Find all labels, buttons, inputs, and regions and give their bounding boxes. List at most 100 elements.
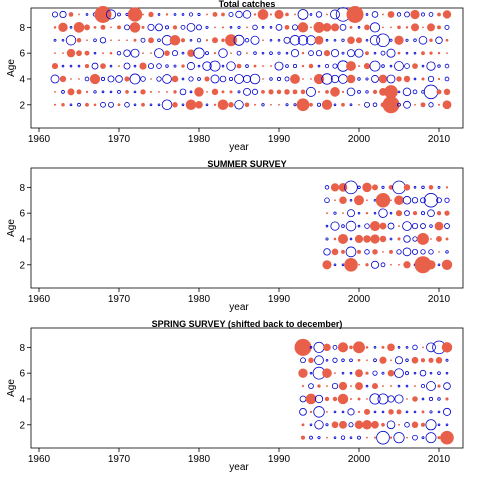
bubble-positive	[58, 22, 68, 33]
y-tick-label: 6	[19, 209, 25, 220]
bubble-negative	[365, 38, 369, 42]
bubble-negative	[123, 62, 131, 70]
plot-frame	[30, 7, 464, 129]
bubble-negative	[429, 410, 433, 414]
bubble-negative	[299, 408, 307, 416]
x-axis-label: year	[229, 462, 249, 473]
bubble-positive	[363, 235, 371, 243]
bubble-negative	[348, 422, 354, 428]
y-tick-label: 6	[19, 49, 25, 60]
bubble-negative	[347, 49, 355, 58]
bubble-positive	[390, 26, 392, 29]
bubble-positive	[440, 430, 454, 445]
bubble-negative	[252, 24, 258, 31]
bubble-negative	[161, 99, 173, 111]
bubble-negative	[330, 49, 340, 58]
bubble-negative	[413, 38, 417, 42]
bubble-negative	[197, 77, 201, 81]
bubble-positive	[262, 39, 264, 42]
bubble-positive	[301, 51, 305, 55]
bubble-negative	[396, 12, 402, 17]
bubble-positive	[125, 90, 129, 94]
bubble-positive	[341, 90, 345, 93]
bubble-negative	[261, 26, 265, 29]
bubble-negative	[249, 73, 261, 85]
bubble-positive	[133, 38, 137, 42]
bubble-positive	[382, 13, 384, 16]
bubble-positive	[76, 89, 82, 95]
bubble-positive	[350, 385, 352, 387]
bubble-positive	[62, 52, 64, 55]
bubble-positive	[148, 11, 154, 18]
bubble-negative	[109, 90, 113, 94]
bubble-negative	[235, 10, 243, 19]
bubble-negative	[425, 419, 437, 431]
bubble-positive	[389, 249, 393, 254]
bubble-positive	[270, 103, 272, 106]
bubble-negative	[117, 12, 121, 17]
bubble-positive	[346, 5, 364, 23]
bubble-negative	[371, 260, 379, 269]
bubble-positive	[387, 343, 395, 352]
bubble-positive	[278, 103, 280, 106]
x-tick-label: 1980	[188, 294, 211, 305]
bubble-negative	[218, 48, 228, 58]
bubble-positive	[397, 25, 401, 30]
bubble-positive	[262, 78, 264, 80]
bubble-positive	[322, 368, 332, 378]
bubble-negative	[420, 249, 426, 255]
bubble-positive	[53, 103, 57, 106]
bubble-negative	[323, 248, 331, 256]
bubble-positive	[206, 90, 208, 93]
bubble-negative	[331, 382, 339, 390]
bubble-positive	[397, 237, 401, 241]
bubble-negative	[228, 11, 234, 17]
bubble-negative	[173, 64, 177, 68]
bubble-positive	[347, 36, 355, 45]
x-axis-label: year	[229, 302, 249, 313]
bubble-positive	[310, 78, 312, 80]
bubble-positive	[357, 358, 361, 362]
bubble-positive	[172, 102, 178, 108]
bubble-negative	[325, 423, 329, 427]
bubble-positive	[412, 63, 418, 69]
bubble-positive	[205, 39, 209, 42]
bubble-positive	[164, 50, 170, 56]
bubble-positive	[421, 77, 425, 81]
bubble-negative	[421, 436, 425, 440]
bubble-positive	[441, 259, 453, 270]
bubble-negative	[402, 196, 412, 205]
bubble-positive	[346, 61, 356, 71]
bubble-positive	[326, 385, 328, 387]
bubble-negative	[444, 197, 450, 203]
bubble-negative	[85, 13, 89, 16]
bubble-negative	[357, 26, 361, 29]
bubble-positive	[366, 359, 368, 362]
bubble-positive	[212, 11, 218, 17]
bubble-positive	[301, 423, 305, 427]
bubble-positive	[379, 222, 387, 230]
bubble-positive	[387, 369, 395, 377]
bubble-positive	[422, 346, 424, 349]
bubble-negative	[69, 103, 73, 107]
x-tick-label: 1960	[28, 454, 51, 465]
bubble-positive	[331, 421, 339, 429]
bubble-positive	[300, 435, 306, 440]
bubble-negative	[316, 102, 322, 107]
bubble-positive	[322, 260, 332, 270]
bubble-negative	[261, 103, 265, 107]
x-axis-label: year	[229, 142, 249, 153]
bubble-positive	[414, 385, 416, 387]
bubble-positive	[221, 26, 225, 29]
bubble-negative	[397, 346, 401, 349]
bubble-positive	[213, 52, 217, 55]
bubble-positive	[362, 182, 372, 193]
bubble-negative	[293, 103, 297, 107]
bubble-negative	[181, 51, 185, 55]
bubble-negative	[402, 247, 412, 257]
bubble-positive	[398, 225, 400, 227]
bubble-negative	[234, 100, 244, 110]
bubble-positive	[221, 90, 225, 94]
bubble-positive	[212, 37, 218, 44]
bubble-positive	[118, 39, 120, 42]
